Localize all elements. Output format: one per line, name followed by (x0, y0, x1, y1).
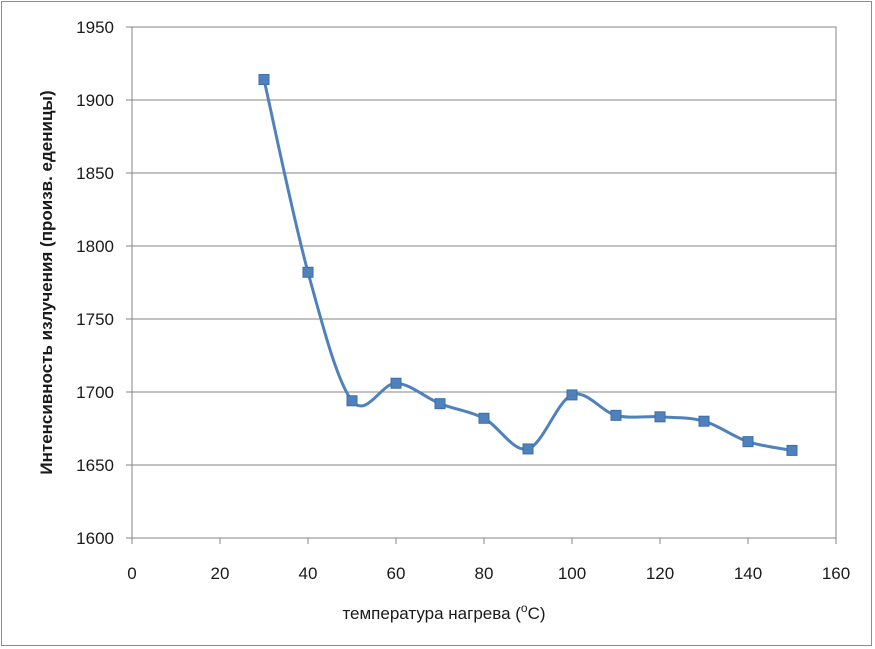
x-axis-title-suffix: С) (528, 604, 546, 623)
y-tick-label: 1600 (76, 529, 114, 548)
x-axis-title: температура нагрева (оС) (342, 601, 545, 623)
x-axis-ticks: 0 20 40 60 80 100 120 140 160 (127, 538, 850, 583)
data-point-marker (346, 395, 358, 407)
y-tick-label: 1850 (76, 164, 114, 183)
data-point-marker (434, 398, 446, 410)
data-point-marker (610, 409, 622, 421)
x-tick-label: 60 (387, 564, 406, 583)
data-point-marker (522, 443, 534, 455)
y-axis-ticks: 1600 1650 1700 1750 1800 1850 1900 1950 (76, 18, 132, 548)
x-axis-title-superscript: о (521, 601, 528, 615)
x-tick-label: 20 (211, 564, 230, 583)
plot-area (131, 26, 837, 539)
data-point-marker (302, 266, 314, 278)
x-tick-label: 120 (646, 564, 674, 583)
x-tick-label: 40 (299, 564, 318, 583)
data-point-marker (742, 436, 754, 448)
y-tick-label: 1750 (76, 310, 114, 329)
gridlines (132, 26, 836, 539)
data-markers (258, 74, 798, 456)
series-line (262, 78, 794, 452)
data-point-marker (566, 389, 578, 401)
y-tick-label: 1950 (76, 18, 114, 37)
x-tick-label: 0 (127, 564, 136, 583)
data-point-marker (390, 377, 402, 389)
y-tick-label: 1800 (76, 237, 114, 256)
data-point-marker (478, 412, 490, 424)
y-tick-label: 1650 (76, 456, 114, 475)
x-tick-label: 80 (475, 564, 494, 583)
x-tick-label: 140 (734, 564, 762, 583)
x-tick-label: 160 (822, 564, 850, 583)
y-tick-label: 1900 (76, 91, 114, 110)
data-point-marker (786, 444, 798, 456)
x-axis-title-main: температура нагрева ( (342, 604, 521, 623)
y-axis-title: Интенсивность излучения (произв. еденицы… (37, 90, 56, 474)
y-tick-label: 1700 (76, 383, 114, 402)
data-point-marker (698, 415, 710, 427)
x-tick-label: 100 (558, 564, 586, 583)
data-point-marker (258, 74, 270, 86)
data-point-marker (654, 411, 666, 423)
